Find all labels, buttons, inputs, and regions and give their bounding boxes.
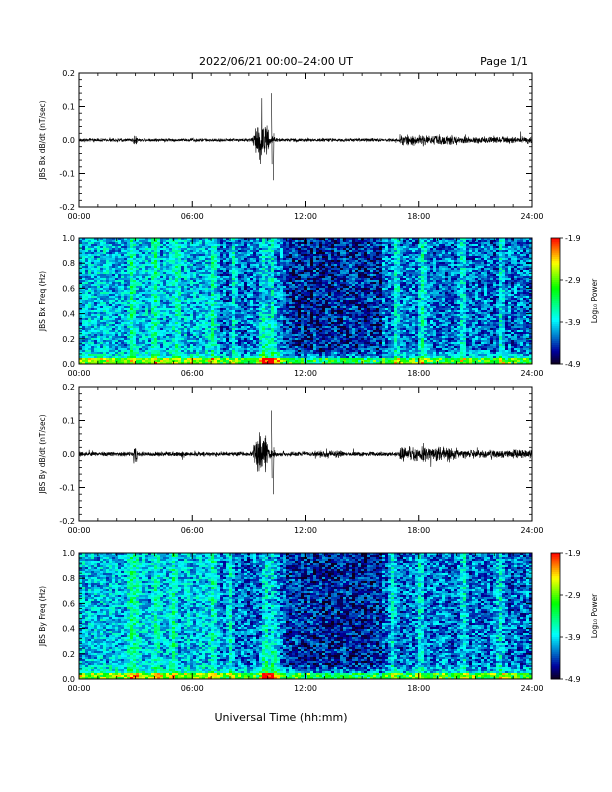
x-tick-label: 00:00 bbox=[67, 212, 90, 221]
y-tick-label: -0.2 bbox=[59, 203, 75, 212]
x-tick-label: 24:00 bbox=[520, 212, 543, 221]
bx-spectrogram-image bbox=[79, 238, 532, 364]
y-tick-label: 0.2 bbox=[62, 69, 75, 78]
y-tick-label: -0.1 bbox=[59, 170, 75, 179]
bx-spectrogram-panel: 1.00.80.60.40.20.000:00 06:00 12:00 18:00 24… bbox=[38, 234, 599, 378]
x-tick-label: 18:00 bbox=[407, 212, 430, 221]
y-tick-label: 0.1 bbox=[62, 103, 75, 112]
x-tick-label: 12:00 bbox=[294, 212, 317, 221]
bx-dbdt-ylabel: JBS Bx dB/dt (nT/sec) bbox=[38, 100, 47, 180]
figure: 2022/06/21 00:00–24:00 UT Page 1/1 0.20.… bbox=[0, 0, 612, 792]
x-tick-label: 06:00 bbox=[181, 212, 204, 221]
bx-dbdt-panel: 0.2 0.1 0.0 -0.1 -0.200:00 06:00 12:00 18:00 24:… bbox=[38, 69, 544, 221]
y-tick-label: 0.0 bbox=[62, 136, 75, 145]
page-indicator: Page 1/1 bbox=[480, 55, 528, 68]
figure-title: 2022/06/21 00:00–24:00 UT bbox=[199, 55, 353, 68]
